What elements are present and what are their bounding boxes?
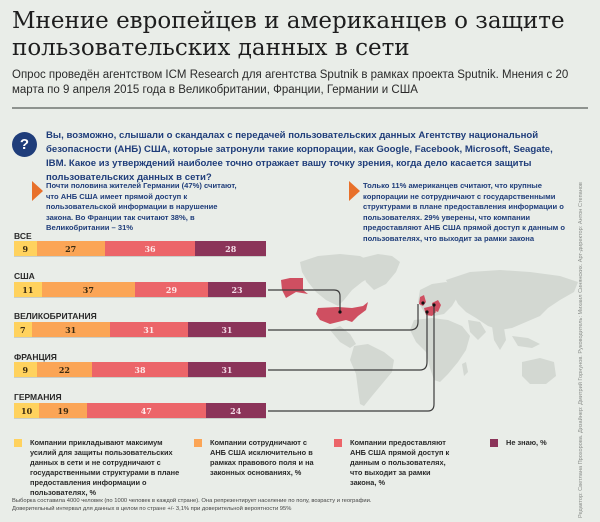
- legend-label: Не знаю, %: [506, 438, 547, 447]
- legend-label: Компании предоставляют АНБ США прямой до…: [350, 438, 450, 487]
- credits: Редактор: Светлана Прохорова. Дизайнер: …: [578, 182, 584, 518]
- segment-dontknow: 23: [208, 282, 266, 297]
- map-land: [300, 254, 578, 406]
- bar-all: 9 27 36 28: [14, 241, 266, 256]
- footer-line-1: Выборка составила 4000 человек (по 1000 …: [12, 498, 372, 504]
- legend-item-legal: Компании сотрудничают с АНБ США исключит…: [194, 438, 320, 478]
- bar-usa: 11 37 29 23: [14, 282, 266, 297]
- segment-legal: 37: [41, 282, 135, 297]
- legend-item-protect: Компании прикладывают максимум усилий дл…: [14, 438, 180, 498]
- segment-legal: 27: [36, 241, 105, 256]
- legend-item-dontknow: Не знаю, %: [490, 438, 566, 448]
- triangle-pointer-icon: [32, 181, 43, 201]
- bar-germany: 10 19 47 24: [14, 403, 266, 418]
- europe-highlight: [419, 295, 441, 316]
- segment-direct: 29: [134, 282, 209, 297]
- connector-dots: [338, 301, 436, 314]
- row-label-usa: США: [14, 271, 35, 281]
- segment-dontknow: 24: [205, 403, 266, 418]
- connector-germany: [268, 305, 435, 412]
- segment-protect: 11: [14, 282, 42, 297]
- segment-protect: 10: [14, 403, 40, 418]
- triangle-pointer-icon: [349, 181, 360, 201]
- connector-usa: [268, 289, 341, 312]
- legend-swatch-legal: [194, 439, 202, 447]
- segment-legal: 22: [36, 362, 93, 377]
- segment-direct: 31: [109, 322, 188, 337]
- page-title: Мнение европейцев и американцев о защите…: [12, 8, 565, 61]
- legend-item-direct: Компании предоставляют АНБ США прямой до…: [334, 438, 450, 488]
- note-usa: Только 11% американцев считают, что круп…: [363, 181, 566, 243]
- survey-question: Вы, возможно, слышали о скандалах с пере…: [46, 130, 553, 183]
- connector-france: [268, 312, 428, 371]
- legend-swatch-protect: [14, 439, 22, 447]
- segment-dontknow: 28: [195, 241, 266, 256]
- segment-direct: 38: [92, 362, 188, 377]
- bar-france: 9 22 38 31: [14, 362, 266, 377]
- segment-legal: 19: [39, 403, 88, 418]
- legend-label: Компании прикладывают максимум усилий дл…: [30, 438, 180, 497]
- question-mark-icon: ?: [12, 132, 37, 157]
- legend-label: Компании сотрудничают с АНБ США исключит…: [210, 438, 314, 477]
- segment-dontknow: 31: [187, 362, 266, 377]
- segment-direct: 36: [104, 241, 196, 256]
- segment-direct: 47: [87, 403, 206, 418]
- bar-uk: 7 31 31 31: [14, 322, 266, 337]
- usa-highlight: [281, 278, 368, 324]
- segment-protect: 9: [14, 362, 37, 377]
- connector-uk: [268, 304, 419, 331]
- row-label-france: ФРАНЦИЯ: [14, 352, 57, 362]
- row-label-germany: ГЕРМАНИЯ: [14, 392, 62, 402]
- segment-protect: 9: [14, 241, 37, 256]
- footer-note: Выборка составила 4000 человек (по 1000 …: [12, 497, 572, 513]
- connectors: [268, 289, 435, 412]
- segment-protect: 7: [14, 322, 32, 337]
- note-germany: Почти половина жителей Германии (47%) сч…: [46, 181, 237, 232]
- row-label-all: ВСЕ: [14, 231, 32, 241]
- legend-swatch-direct: [334, 439, 342, 447]
- segment-legal: 31: [31, 322, 110, 337]
- header-divider: [12, 107, 588, 109]
- legend-swatch-dontknow: [490, 439, 498, 447]
- page-subtitle: Опрос проведён агентством ICM Research д…: [12, 69, 569, 96]
- footer-line-2: Доверительный интервал для данных в цело…: [12, 506, 292, 512]
- row-label-uk: ВЕЛИКОБРИТАНИЯ: [14, 311, 97, 321]
- segment-dontknow: 31: [187, 322, 266, 337]
